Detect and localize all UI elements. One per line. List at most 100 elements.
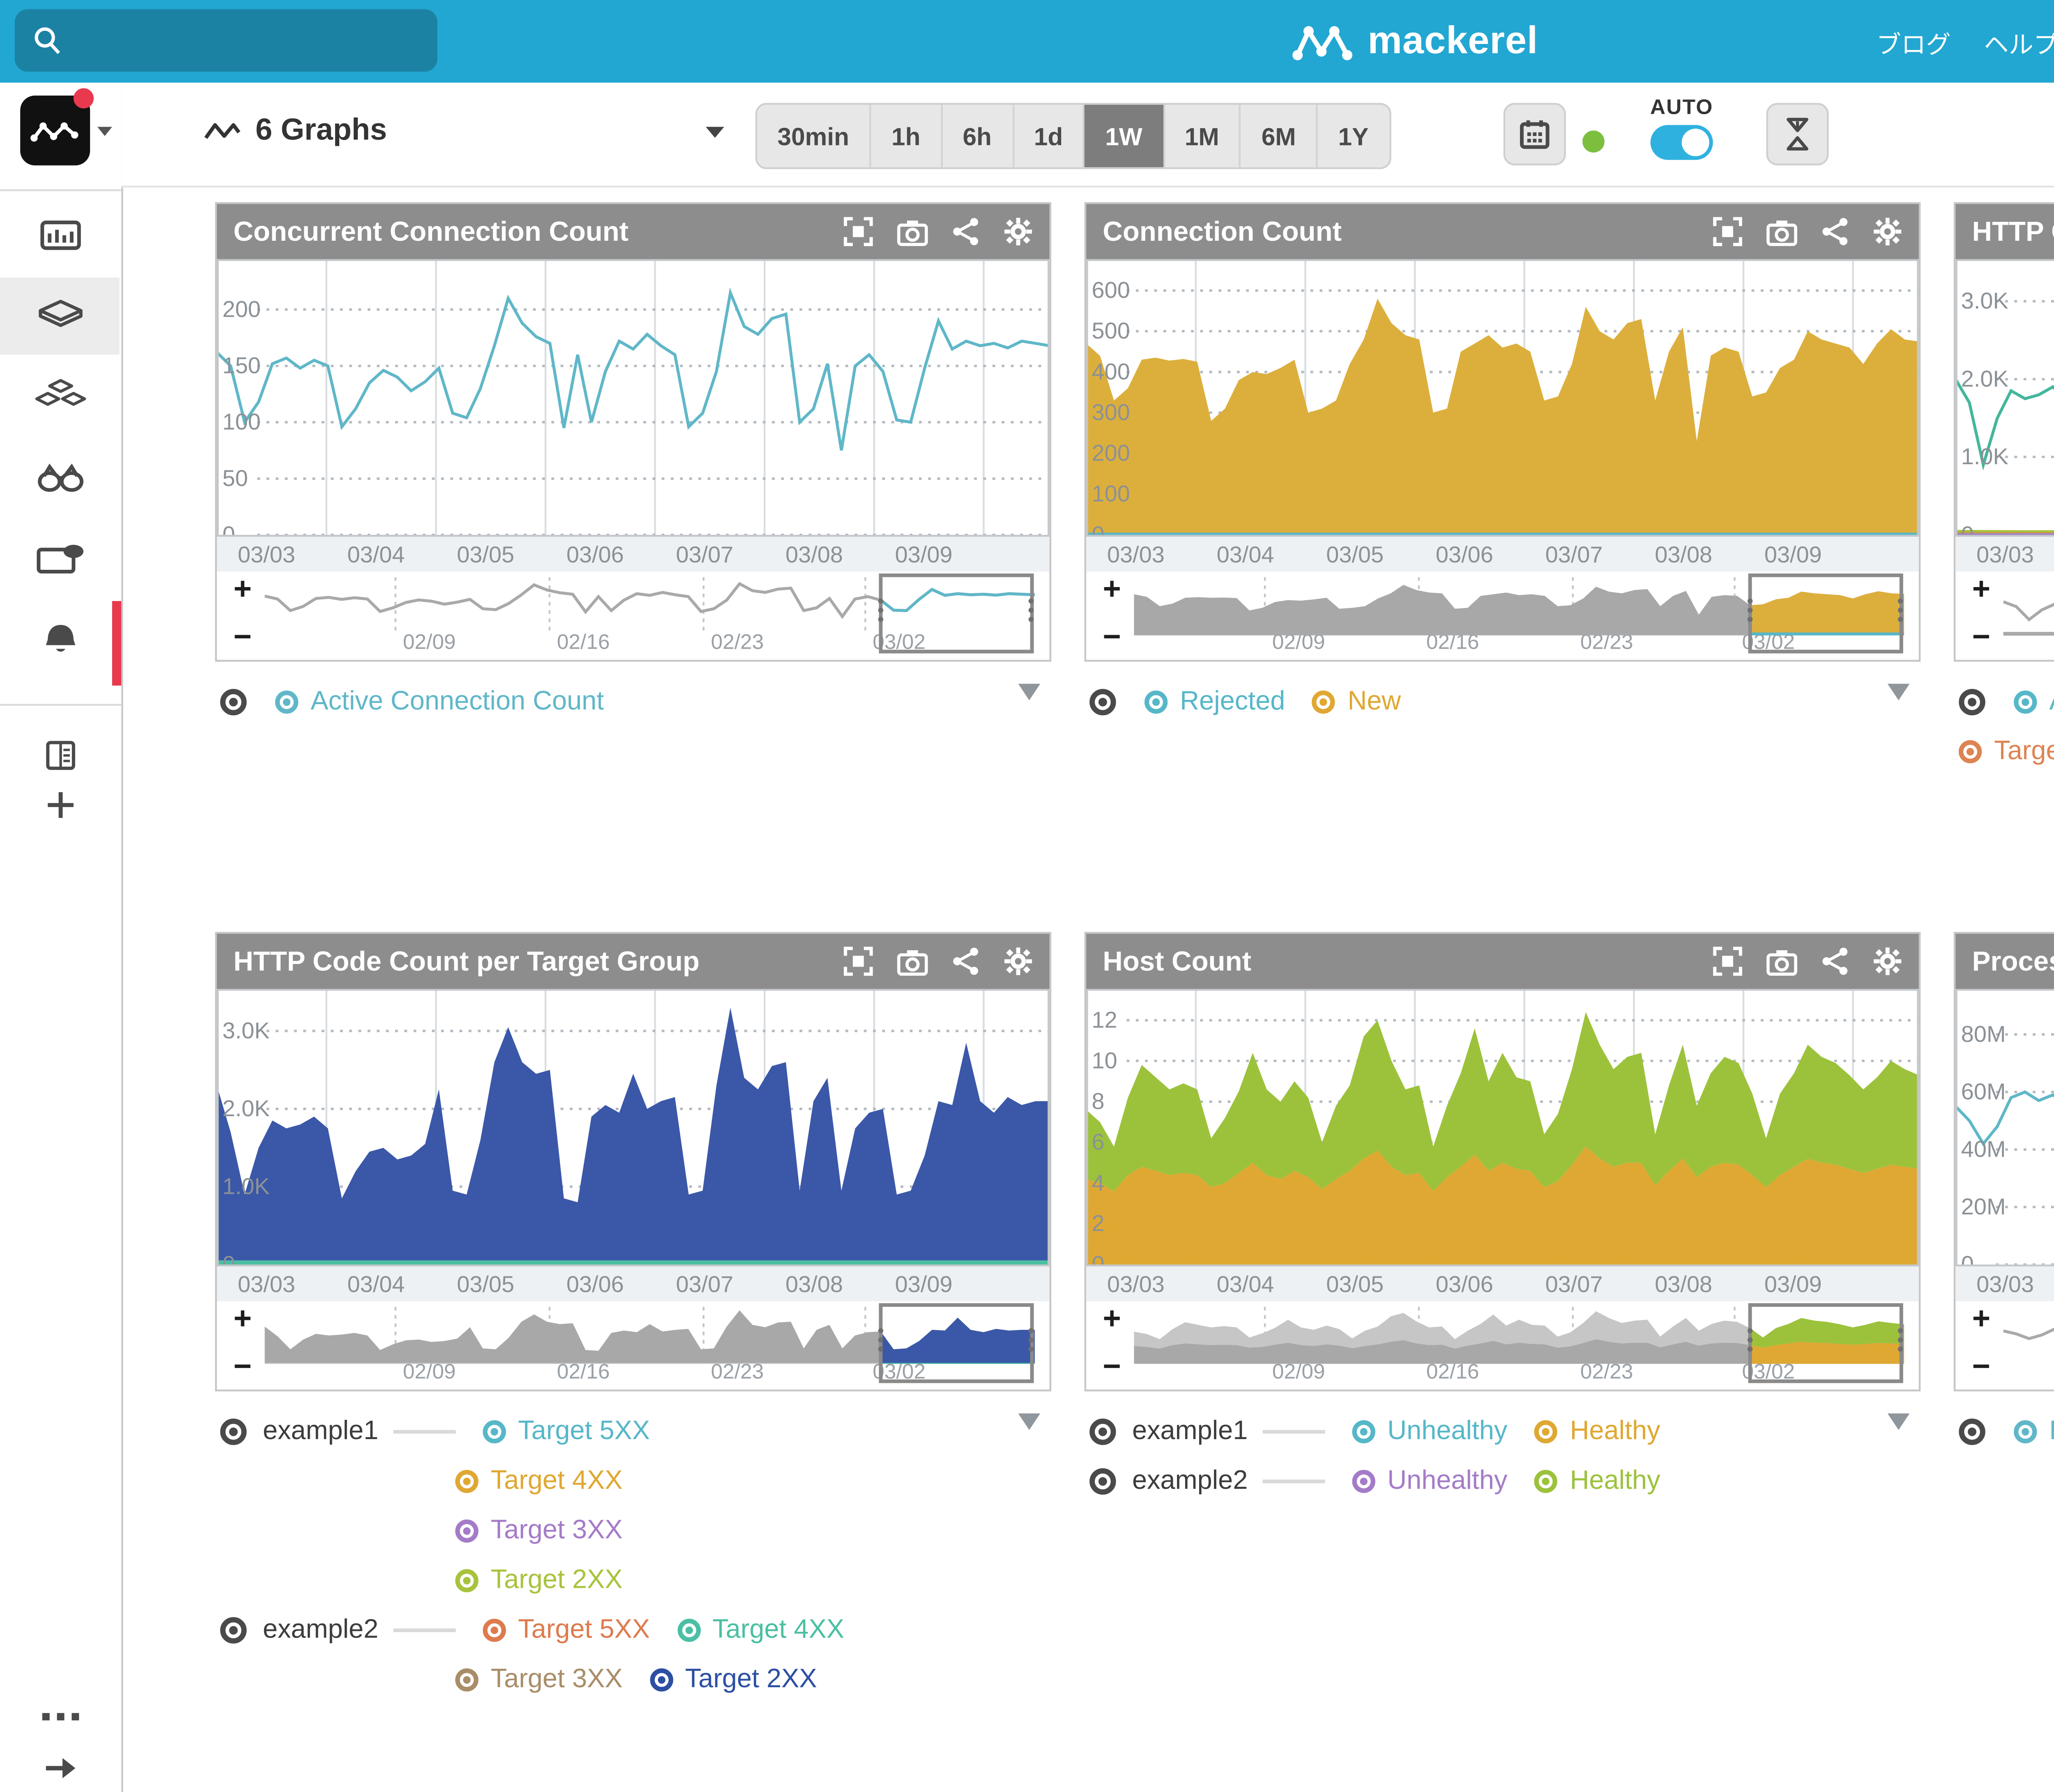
range-button-1M[interactable]: 1M [1164, 105, 1241, 168]
share-button[interactable] [952, 217, 980, 246]
legend-item-target-4xx[interactable]: Target 4XX [676, 1615, 844, 1644]
sidebar-item-boards[interactable] [0, 520, 120, 597]
zoom-out-button[interactable]: − [1103, 1349, 1121, 1384]
gear-button[interactable] [1004, 217, 1033, 246]
sidebar-item-alerts[interactable] [0, 601, 120, 678]
legend-item-target-3xx[interactable]: Target 3XX [1957, 736, 2054, 765]
series-bullseye-icon [1958, 739, 1982, 762]
legend-group-example2[interactable]: example2 [1088, 1466, 1325, 1495]
sidebar-item-dashboards[interactable] [0, 197, 120, 274]
legend-item-unhealthy[interactable]: Unhealthy [1351, 1416, 1507, 1446]
gear-button[interactable] [1004, 947, 1033, 976]
legend-item-target-2xx[interactable]: Target 2XX [648, 1664, 817, 1694]
range-button-1d[interactable]: 1d [1013, 105, 1085, 168]
zoom-out-button[interactable]: − [1972, 619, 1991, 654]
zoom-in-button[interactable]: + [1103, 1301, 1121, 1336]
fullscreen-button[interactable] [1713, 217, 1743, 246]
legend-group-example1[interactable]: example1 [1088, 1416, 1325, 1446]
share-button[interactable] [1821, 947, 1849, 976]
zoom-in-button[interactable]: + [233, 571, 252, 607]
legend-item-target-3xx[interactable]: Target 3XX [454, 1664, 623, 1694]
plus-icon [47, 792, 73, 818]
auto-refresh-toggle[interactable] [1650, 125, 1713, 160]
range-button-6M[interactable]: 6M [1241, 105, 1318, 168]
legend-item-target-2xx[interactable]: Target 2XX [454, 1565, 623, 1594]
legend-expander[interactable] [1018, 684, 1041, 700]
legend-group-toggle[interactable] [1088, 686, 1118, 716]
sidebar-item-monitors[interactable] [0, 439, 120, 516]
svg-text:03/09: 03/09 [1764, 1271, 1822, 1297]
legend-expander[interactable] [1887, 1413, 1910, 1430]
legend-item-alb-5xx[interactable]: ALB 5XX [2013, 686, 2054, 716]
legend-item-rejected[interactable]: Rejected [1143, 686, 1285, 716]
zoom-in-button[interactable]: + [1103, 571, 1121, 607]
legend-expander[interactable] [1018, 1413, 1041, 1430]
camera-button[interactable] [1766, 218, 1798, 245]
zoom-in-button[interactable]: + [1972, 571, 1991, 607]
camera-button[interactable] [897, 947, 928, 975]
sidebar-collapse-toggle[interactable] [0, 1730, 120, 1792]
board-dropdown-caret[interactable] [706, 127, 724, 138]
range-button-6h[interactable]: 6h [942, 105, 1014, 168]
sidebar-item-more[interactable] [0, 1678, 120, 1755]
legend-item-healthy[interactable]: Healthy [1533, 1416, 1660, 1446]
legend-item-target-5xx[interactable]: Target 5XX [481, 1615, 650, 1644]
zoom-out-button[interactable]: − [1103, 619, 1121, 654]
range-button-1W[interactable]: 1W [1085, 105, 1165, 168]
link-blog[interactable]: ブログ [1876, 30, 1951, 58]
legend-group-toggle[interactable] [1957, 1416, 1987, 1446]
legend-item-unhealthy[interactable]: Unhealthy [1351, 1466, 1507, 1495]
collapse-time-button[interactable] [1766, 103, 1829, 166]
zoom-out-button[interactable]: − [1972, 1349, 1991, 1384]
sidebar-item-hosts[interactable] [0, 277, 120, 355]
fullscreen-button[interactable] [844, 217, 873, 246]
org-switch-caret[interactable] [97, 127, 112, 136]
range-button-30min[interactable]: 30min [757, 105, 871, 168]
legend-item-target-5xx[interactable]: Target 5XX [481, 1416, 650, 1446]
camera-button[interactable] [1766, 947, 1798, 975]
chart-plot[interactable]: 3.0K2.0K1.0K003/0303/0403/0503/0603/0703… [1955, 259, 2054, 572]
chart-plot[interactable]: 80M60M40M20M003/0303/0403/0503/0603/0703… [1955, 989, 2054, 1301]
legend-group-toggle[interactable] [1957, 686, 1987, 716]
zoom-in-button[interactable]: + [233, 1301, 252, 1336]
range-button-1h[interactable]: 1h [871, 105, 943, 168]
legend-group-toggle[interactable] [219, 686, 248, 716]
calendar-button[interactable] [1503, 103, 1566, 166]
sidebar-item-docs[interactable] [0, 717, 120, 794]
share-button[interactable] [952, 947, 980, 976]
legend-item-active-connection-count[interactable]: Active Connection Count [274, 686, 604, 716]
camera-button[interactable] [897, 218, 928, 245]
legend-item-processed-bytes[interactable]: Processed Bytes [2013, 1416, 2054, 1446]
zoom-out-button[interactable]: − [233, 1349, 252, 1384]
zoom-out-button[interactable]: − [233, 619, 252, 654]
fullscreen-button[interactable] [844, 947, 873, 976]
legend-item-new[interactable]: New [1311, 686, 1401, 716]
svg-text:20M: 20M [1961, 1193, 2006, 1219]
search-input[interactable] [14, 9, 438, 72]
legend-item-healthy[interactable]: Healthy [1533, 1466, 1660, 1495]
share-button[interactable] [1821, 217, 1849, 246]
legend-group-example1[interactable]: example1 [219, 1416, 456, 1446]
sidebar-item-services[interactable] [0, 358, 120, 435]
legend-item-target-3xx[interactable]: Target 3XX [454, 1516, 623, 1545]
legend-expander[interactable] [1887, 684, 1910, 700]
gear-button[interactable] [1873, 947, 1902, 976]
fullscreen-button[interactable] [1713, 947, 1743, 976]
legend-item-target-4xx[interactable]: Target 4XX [454, 1466, 623, 1495]
legend-group-example2[interactable]: example2 [219, 1615, 456, 1644]
link-help[interactable]: ヘルプ [1984, 30, 2054, 58]
zoom-in-button[interactable]: + [1972, 1301, 1991, 1336]
gear-button[interactable] [1873, 217, 1902, 246]
sidebar-item-add[interactable] [0, 767, 120, 844]
range-button-1Y[interactable]: 1Y [1318, 105, 1389, 168]
